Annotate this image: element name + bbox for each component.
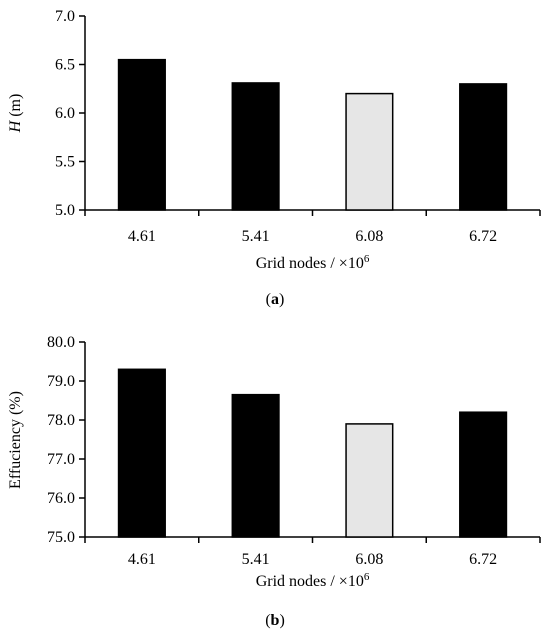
y-tick-label: 5.0 [55, 202, 75, 219]
chart-a: 5.0 5.5 6.0 6.5 7.0 4.61 5.41 6.08 6.72 Grid node… [7, 8, 541, 308]
bar-4.61 [117, 58, 166, 211]
y-tick-label: 6.5 [55, 57, 75, 74]
x-tick-label: 4.61 [128, 551, 156, 568]
x-tick-label: 5.41 [242, 228, 270, 245]
x-tick-label: 6.72 [469, 551, 497, 568]
x-axis-label: Grid nodes / ×106 [256, 571, 370, 590]
y-tick-label: 76.0 [47, 490, 75, 507]
x-tick-label: 6.08 [355, 551, 383, 568]
x-tick-label: 6.08 [355, 228, 383, 245]
y-tick-label: 75.0 [47, 529, 75, 546]
bar-6.72 [459, 83, 508, 211]
y-axis-label: Effuciency (%) [7, 391, 24, 489]
bar-6.08 [345, 423, 394, 538]
y-tick-label: 5.5 [55, 154, 75, 171]
y-axis-label: H (m) [7, 94, 24, 134]
y-tick-label: 6.0 [55, 105, 75, 122]
x-tick-label: 4.61 [128, 228, 156, 245]
bar-6.72 [459, 411, 508, 538]
x-tick-label: 6.72 [469, 228, 497, 245]
y-tick-label: 80.0 [47, 334, 75, 351]
y-tick-label: 79.0 [47, 373, 75, 390]
panel-label: (b) [265, 612, 285, 629]
x-tick-label: 5.41 [242, 551, 270, 568]
chart-b: 75.0 76.0 77.0 78.0 79.0 80.0 4.61 5.41 6.08 6.72… [7, 334, 541, 629]
panel-label: (a) [266, 291, 285, 308]
bar-6.08 [345, 92, 394, 211]
x-axis-label: Grid nodes / ×106 [256, 253, 370, 272]
bar-4.61 [117, 368, 166, 538]
y-tick-label: 78.0 [47, 412, 75, 429]
y-tick-label: 7.0 [55, 8, 75, 25]
bar-5.41 [231, 393, 280, 538]
y-tick-label: 77.0 [47, 451, 75, 468]
bar-5.41 [231, 82, 280, 211]
